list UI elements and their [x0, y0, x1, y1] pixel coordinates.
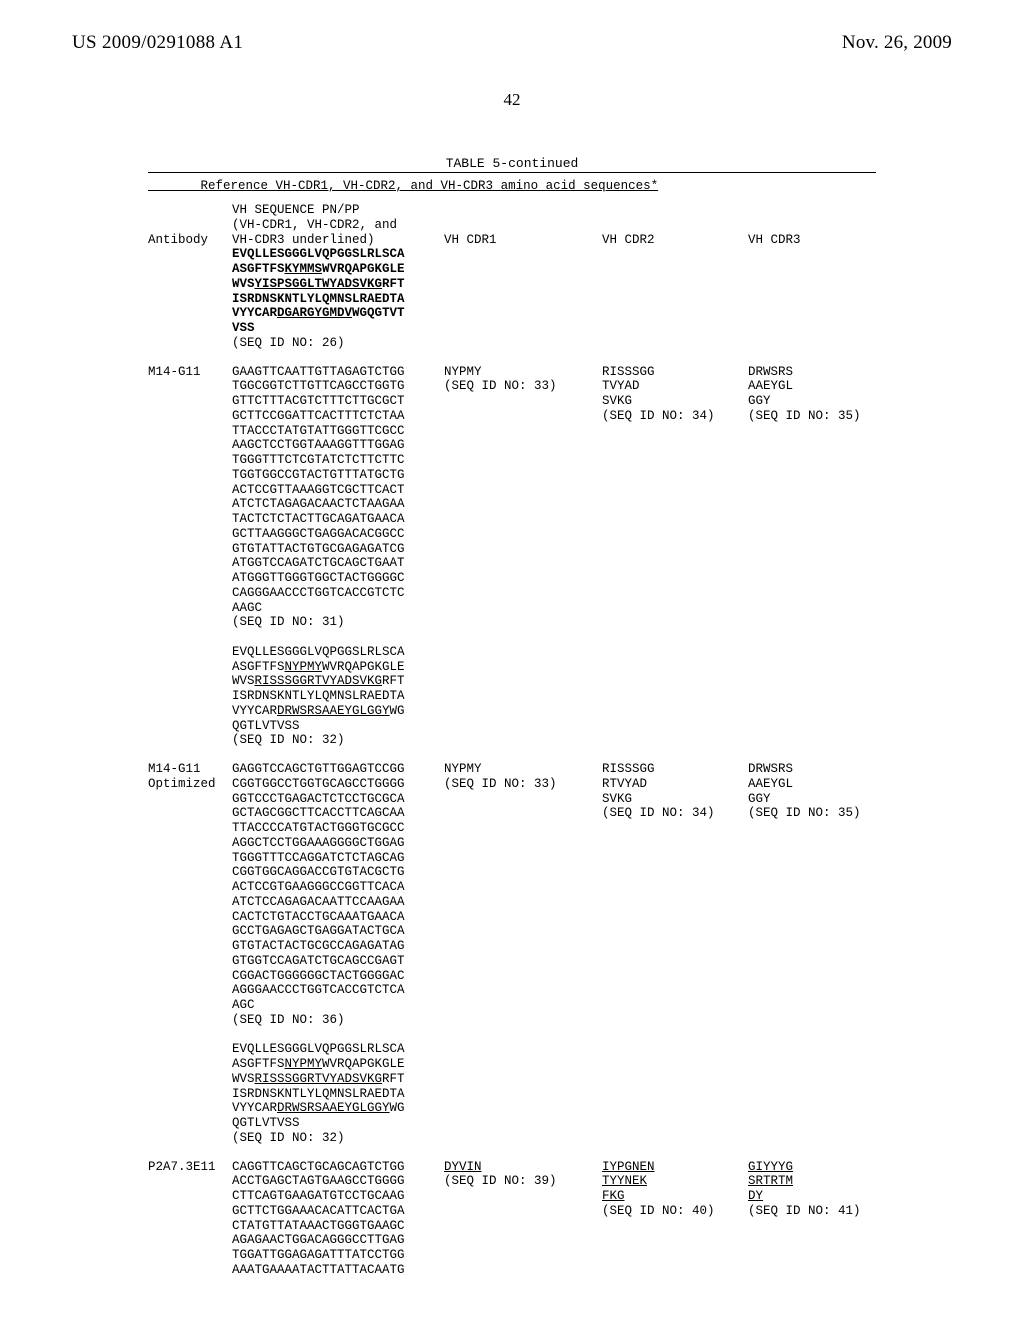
page-number: 42 [0, 90, 1024, 110]
seq-cell: GAGGTCCAGCTGTTGGAGTCCGG CGGTGGCCTGGTGCAG… [232, 762, 444, 1146]
table-caption: TABLE 5-continued [0, 156, 1024, 171]
cdr3-cell: DRWSRS AAEYGL GGY (SEQ ID NO: 35) [748, 762, 876, 1146]
col-vhcdr2: VH CDR2 [602, 203, 748, 247]
header-pub-number: US 2009/0291088 A1 [72, 32, 243, 54]
col-vhcdr3: VH CDR3 [748, 203, 876, 247]
col-vhcdr1: VH CDR1 [444, 203, 602, 247]
cdr1-cell: NYPMY (SEQ ID NO: 33) [444, 762, 602, 1146]
sequence-table: Antibody VH SEQUENCE PN/PP(VH-CDR1, VH-C… [148, 203, 876, 1278]
antibody-cell: M14-G11 [148, 365, 232, 749]
page: US 2009/0291088 A1 Nov. 26, 2009 42 TABL… [0, 0, 1024, 1320]
table-row: M14-G11 GAAGTTCAATTGTTAGAGTCTGG TGGCGGTC… [148, 365, 876, 749]
cdr1-cell: DYVIN (SEQ ID NO: 39) [444, 1160, 602, 1278]
seq-cell: EVQLLESGGGLVQPGGSLRLSCA ASGFTFSKYMMSWVRQ… [232, 247, 444, 350]
col-sequence: VH SEQUENCE PN/PP(VH-CDR1, VH-CDR2, andV… [232, 203, 444, 247]
table-wrap: Reference VH-CDR1, VH-CDR2, and VH-CDR3 … [148, 172, 876, 1278]
table-row: P2A7.3E11 CAGGTTCAGCTGCAGCAGTCTGG ACCTGA… [148, 1160, 876, 1278]
antibody-cell: M14-G11 Optimized [148, 762, 232, 1146]
cdr2-cell: RISSSGG TVYAD SVKG (SEQ ID NO: 34) [602, 365, 748, 749]
antibody-cell: P2A7.3E11 [148, 1160, 232, 1278]
table-header-row: Antibody VH SEQUENCE PN/PP(VH-CDR1, VH-C… [148, 203, 876, 247]
seq-cell: GAAGTTCAATTGTTAGAGTCTGG TGGCGGTCTTGTTCAG… [232, 365, 444, 749]
cdr3-cell: GIYYYG SRTRTM DY (SEQ ID NO: 41) [748, 1160, 876, 1278]
cdr3-cell: DRWSRS AAEYGL GGY (SEQ ID NO: 35) [748, 365, 876, 749]
col-antibody: Antibody [148, 203, 232, 247]
cdr1-cell: NYPMY (SEQ ID NO: 33) [444, 365, 602, 749]
table-row: M14-G11 Optimized GAGGTCCAGCTGTTGGAGTCCG… [148, 762, 876, 1146]
header-date: Nov. 26, 2009 [842, 32, 952, 54]
seq-cell: CAGGTTCAGCTGCAGCAGTCTGG ACCTGAGCTAGTGAAG… [232, 1160, 444, 1278]
table-row: EVQLLESGGGLVQPGGSLRLSCA ASGFTFSKYMMSWVRQ… [148, 247, 876, 350]
cdr2-cell: RISSSGG RTVYAD SVKG (SEQ ID NO: 34) [602, 762, 748, 1146]
reference-header: Reference VH-CDR1, VH-CDR2, and VH-CDR3 … [148, 173, 876, 203]
cdr2-cell: IYPGNEN TYYNEK FKG (SEQ ID NO: 40) [602, 1160, 748, 1278]
